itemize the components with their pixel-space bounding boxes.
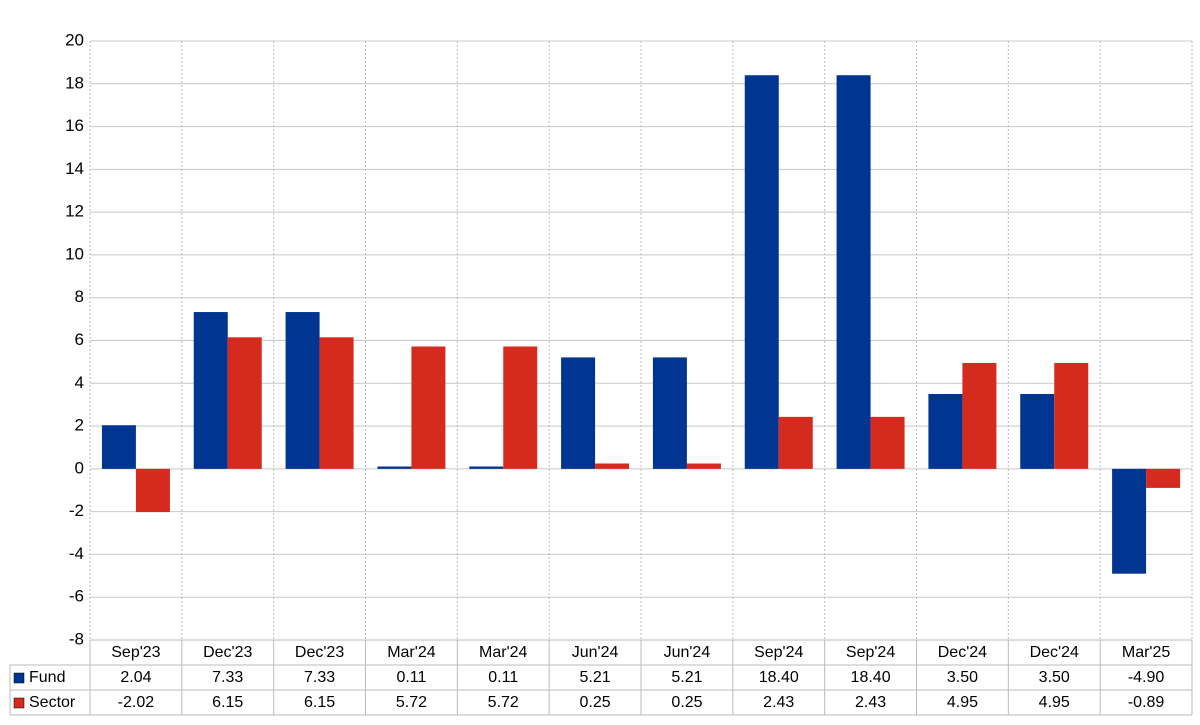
bar <box>928 393 963 469</box>
table-value: 2.43 <box>763 694 794 711</box>
bar <box>836 75 871 469</box>
table-value: 6.15 <box>304 694 335 711</box>
legend-label: Fund <box>29 669 65 686</box>
bar <box>652 357 687 469</box>
x-tick-label: Dec'23 <box>295 644 344 661</box>
table-value: 5.72 <box>488 694 519 711</box>
bar <box>870 416 905 469</box>
bar <box>595 463 630 469</box>
y-tick-label: -8 <box>69 629 84 648</box>
y-tick-label: 4 <box>75 373 84 392</box>
bar <box>469 466 504 469</box>
y-tick-label: -2 <box>69 501 84 520</box>
bar <box>778 416 813 469</box>
table-value: 3.50 <box>1039 669 1070 686</box>
table-value: 7.33 <box>304 669 335 686</box>
bar <box>561 357 596 469</box>
x-tick-label: Sep'24 <box>846 644 895 661</box>
bar <box>503 346 538 469</box>
bar <box>101 425 136 469</box>
bar <box>1020 393 1055 469</box>
bar <box>744 75 779 469</box>
table-value: 0.11 <box>396 669 426 686</box>
table-value: 18.40 <box>851 669 891 686</box>
bar <box>1146 468 1181 488</box>
bar <box>377 466 412 469</box>
y-tick-label: 20 <box>65 30 84 49</box>
y-tick-label: 18 <box>65 73 84 92</box>
table-value: 5.72 <box>396 694 427 711</box>
bar <box>1054 362 1089 469</box>
x-tick-label: Dec'24 <box>1030 644 1079 661</box>
x-tick-label: Dec'24 <box>938 644 987 661</box>
bar <box>686 463 721 469</box>
table-value: 0.25 <box>671 694 702 711</box>
table-value: 0.25 <box>580 694 611 711</box>
table-value: 4.95 <box>1039 694 1070 711</box>
table-value: 5.21 <box>671 669 702 686</box>
y-tick-label: -4 <box>69 544 84 563</box>
x-tick-label: Mar'24 <box>387 644 436 661</box>
x-tick-label: Jun'24 <box>664 644 711 661</box>
x-tick-label: Sep'24 <box>754 644 803 661</box>
table-value: 6.15 <box>212 694 243 711</box>
table-value: 3.50 <box>947 669 978 686</box>
bar <box>227 337 262 469</box>
table-value: 2.43 <box>855 694 886 711</box>
legend-label: Sector <box>29 694 76 711</box>
y-tick-label: -6 <box>69 587 84 606</box>
table-value: -0.89 <box>1128 694 1165 711</box>
bar <box>1112 468 1147 574</box>
y-tick-label: 12 <box>65 202 84 221</box>
bar <box>962 362 997 469</box>
x-tick-label: Jun'24 <box>572 644 619 661</box>
table-value: -4.90 <box>1128 669 1165 686</box>
table-value: -2.02 <box>118 694 155 711</box>
table-value: 4.95 <box>947 694 978 711</box>
bar <box>411 346 446 469</box>
y-tick-label: 14 <box>65 159 84 178</box>
x-tick-label: Sep'23 <box>111 644 160 661</box>
table-value: 2.04 <box>120 669 151 686</box>
y-tick-label: 16 <box>65 116 84 135</box>
bar <box>285 312 320 469</box>
table-value: 0.11 <box>488 669 518 686</box>
bar <box>193 312 228 469</box>
table-value: 5.21 <box>580 669 611 686</box>
y-tick-label: 6 <box>75 330 84 349</box>
x-tick-label: Mar'24 <box>479 644 528 661</box>
y-tick-label: 8 <box>75 287 84 306</box>
legend-swatch <box>13 672 25 684</box>
legend-swatch <box>13 697 25 709</box>
y-tick-label: 0 <box>75 458 84 477</box>
table-value: 18.40 <box>759 669 799 686</box>
x-tick-label: Mar'25 <box>1122 644 1171 661</box>
y-tick-label: 2 <box>75 416 84 435</box>
y-tick-label: 10 <box>65 244 84 263</box>
bar <box>319 337 354 469</box>
table-value: 7.33 <box>212 669 243 686</box>
bar <box>135 468 170 513</box>
x-tick-label: Dec'23 <box>203 644 252 661</box>
